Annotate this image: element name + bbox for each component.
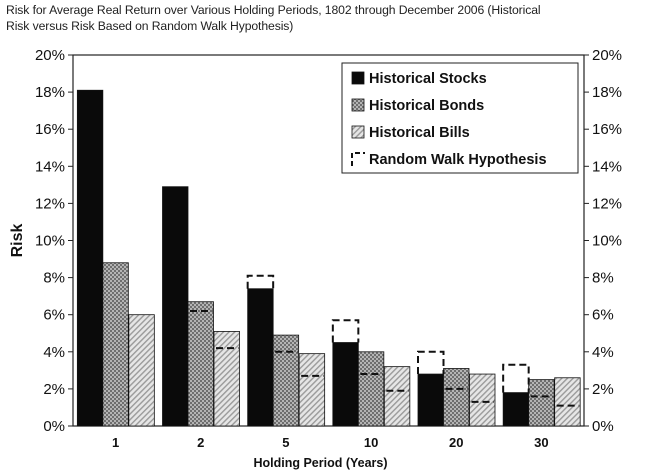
legend-label: Historical Stocks	[369, 71, 487, 87]
bar-historical-stocks[interactable]	[247, 288, 274, 427]
y-tick-label-right: 16%	[592, 121, 622, 138]
bar-historical-bills[interactable]	[128, 314, 155, 427]
random-walk-marker	[246, 274, 275, 289]
y-tick-label-right: 2%	[592, 381, 614, 398]
bar-historical-bonds[interactable]	[272, 334, 300, 427]
x-tick-label: 5	[282, 435, 289, 450]
legend-swatch-stocks	[351, 71, 365, 85]
bar-historical-stocks[interactable]	[162, 186, 189, 427]
bar-historical-stocks[interactable]	[502, 392, 530, 427]
bar-historical-bonds[interactable]	[102, 262, 129, 427]
bar-historical-bills[interactable]	[298, 353, 326, 427]
x-tick-label: 1	[112, 435, 119, 450]
bar-historical-bills[interactable]	[469, 373, 496, 427]
y-tick-label-right: 8%	[592, 270, 614, 287]
bar-historical-bills[interactable]	[213, 330, 240, 427]
x-tick-label: 2	[197, 435, 204, 450]
chart-title-line-1: Risk for Average Real Return over Variou…	[6, 3, 541, 17]
random-walk-marker	[417, 350, 445, 375]
bar-historical-bonds[interactable]	[187, 301, 214, 427]
chart-title-line-2: Risk versus Risk Based on Random Walk Hy…	[6, 19, 294, 33]
bar-historical-bills[interactable]	[383, 366, 411, 427]
legend-label: Historical Bonds	[369, 98, 484, 114]
y-tick-label-left: 2%	[43, 381, 65, 398]
x-axis-label: Holding Period (Years)	[253, 456, 387, 470]
random-walk-marker	[502, 363, 530, 393]
bar-historical-bonds[interactable]	[357, 351, 385, 427]
chart-title: Risk for Average Real Return over Variou…	[6, 2, 646, 34]
y-tick-label-right: 0%	[592, 418, 614, 435]
bar-historical-stocks[interactable]	[332, 342, 359, 427]
y-tick-label-right: 4%	[592, 344, 614, 361]
bar-historical-bonds[interactable]	[443, 368, 470, 427]
legend-label: Historical Bills	[369, 125, 470, 141]
x-tick-label: 20	[449, 435, 463, 450]
y-tick-label-left: 10%	[35, 233, 65, 250]
y-axis-label: Risk	[9, 224, 26, 258]
x-tick-label: 10	[364, 435, 378, 450]
random-walk-marker	[331, 319, 360, 343]
legend-box	[341, 62, 579, 174]
y-tick-label-right: 14%	[592, 158, 622, 175]
legend-swatch-bills	[351, 125, 365, 139]
y-tick-label-left: 4%	[43, 344, 65, 361]
y-tick-label-left: 6%	[43, 307, 65, 324]
y-tick-label-left: 16%	[35, 121, 65, 138]
y-tick-label-left: 14%	[35, 158, 65, 175]
y-tick-label-left: 20%	[35, 47, 65, 64]
y-tick-label-right: 10%	[592, 233, 622, 250]
y-tick-label-right: 6%	[592, 307, 614, 324]
legend-swatch-random-walk	[351, 152, 365, 166]
bar-historical-stocks[interactable]	[417, 373, 444, 427]
y-tick-label-left: 18%	[35, 84, 65, 101]
y-tick-label-right: 20%	[592, 47, 622, 64]
legend-label: Random Walk Hypothesis	[369, 152, 547, 168]
y-tick-label-left: 0%	[43, 418, 65, 435]
legend-swatch-bonds	[351, 98, 365, 112]
bar-historical-stocks[interactable]	[76, 89, 104, 427]
y-tick-label-left: 8%	[43, 270, 65, 287]
bar-historical-bills[interactable]	[554, 377, 581, 427]
x-tick-label: 30	[534, 435, 548, 450]
y-tick-label-right: 12%	[592, 195, 622, 212]
y-tick-label-right: 18%	[592, 84, 622, 101]
bar-historical-bonds[interactable]	[528, 379, 555, 427]
y-tick-label-left: 12%	[35, 195, 65, 212]
